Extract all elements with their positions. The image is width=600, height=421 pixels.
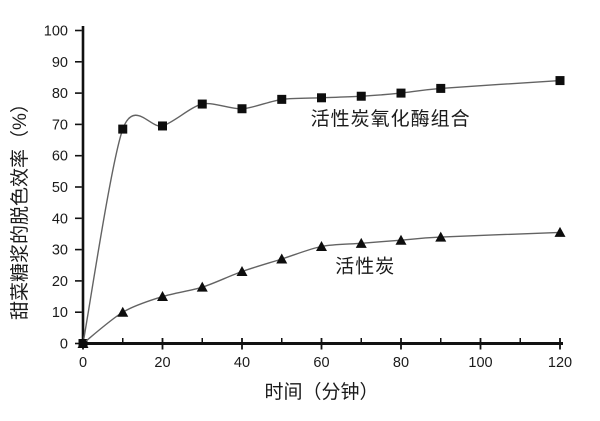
marker-square [436,83,446,93]
series-annotation: 活性炭氧化酶组合 [311,108,471,130]
marker-triangle [395,234,407,245]
y-tick-label: 30 [52,243,68,259]
series-annotation: 活性炭 [335,255,395,277]
marker-square [118,124,128,134]
x-tick-label: 20 [154,355,170,371]
marker-triangle [236,266,248,277]
y-tick-label: 40 [52,211,68,227]
origin-marker [78,339,88,348]
marker-square [277,94,287,104]
y-tick-label: 10 [52,305,68,321]
y-tick-label: 70 [52,117,68,133]
x-tick-label: 80 [393,355,409,371]
x-tick-label: 60 [313,355,329,371]
y-tick-label: 20 [52,274,68,290]
y-tick-label: 0 [60,337,68,353]
marker-square [197,99,207,109]
y-axis-title: 甜菜糖浆的脱色效率（%） [9,94,31,320]
x-tick-label: 120 [548,355,572,371]
marker-triangle [355,237,367,248]
marker-square [396,88,406,98]
marker-square [158,121,167,131]
y-tick-label: 50 [52,180,68,196]
x-tick-label: 40 [234,355,250,371]
marker-triangle [157,291,168,302]
y-tick-label: 60 [52,149,68,165]
marker-square [237,104,247,114]
x-tick-label: 0 [79,355,87,371]
y-tick-label: 80 [52,86,68,102]
x-axis-title: 时间（分钟） [264,381,378,403]
x-tick-label: 100 [468,355,492,371]
marker-triangle [117,306,129,317]
marker-triangle [196,281,208,292]
marker-square [356,91,366,101]
marker-triangle [276,253,288,264]
y-tick-label: 90 [52,55,68,71]
y-tick-label: 100 [44,24,68,40]
marker-triangle [316,240,327,251]
marker-triangle [435,231,447,242]
marker-square [317,93,326,103]
marker-square [555,76,565,86]
marker-triangle [554,226,566,237]
